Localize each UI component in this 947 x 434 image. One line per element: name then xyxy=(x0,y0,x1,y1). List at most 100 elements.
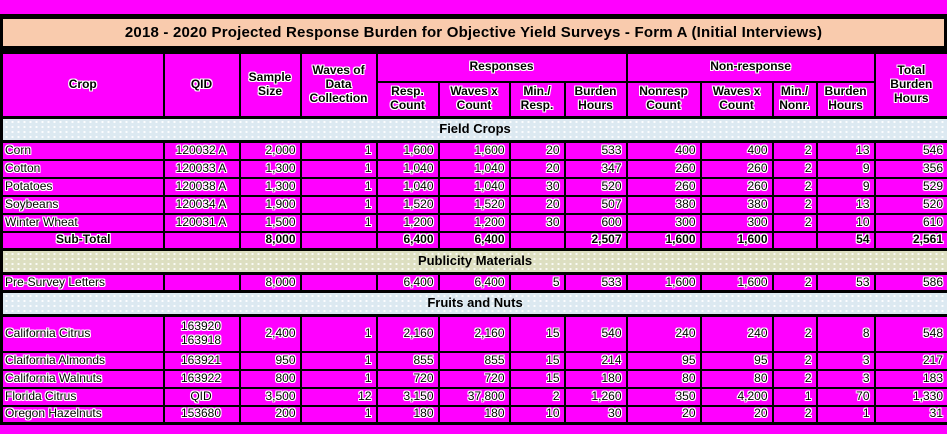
table-body: Field Crops Corn 120032 A 2,000 1 1,600 1,600 2… xyxy=(0,116,947,425)
value-cell: 120038 A xyxy=(162,176,241,197)
value-cell: 610 xyxy=(873,212,947,233)
value-cell: 1,200 xyxy=(375,212,440,233)
value-cell: 855 xyxy=(375,350,440,371)
value-cell: 1,040 xyxy=(375,176,440,197)
value-cell: 855 xyxy=(437,350,511,371)
value-cell: 347 xyxy=(563,158,628,179)
value-cell: 2 xyxy=(771,404,818,425)
value-cell: 1,300 xyxy=(238,158,302,179)
value-cell: 163922 xyxy=(162,368,241,389)
value-cell: 3 xyxy=(815,368,876,389)
value-cell xyxy=(299,230,378,251)
value-cell: 2 xyxy=(771,140,818,161)
value-cell: 1 xyxy=(299,140,378,161)
value-cell: 400 xyxy=(625,140,702,161)
value-cell: 1,600 xyxy=(625,230,702,251)
value-cell: 720 xyxy=(437,368,511,389)
value-cell: 8,000 xyxy=(238,272,302,293)
value-cell: 8 xyxy=(815,314,876,353)
table-row: Sub-Total 8,000 6,400 6,400 2,507 1,600 1,600 5… xyxy=(0,230,947,251)
value-cell: 163921 xyxy=(162,350,241,371)
value-cell: 520 xyxy=(563,176,628,197)
value-cell: 400 xyxy=(699,140,774,161)
value-cell: 1 xyxy=(299,368,378,389)
value-cell: 9 xyxy=(815,176,876,197)
section-label: Publicity Materials xyxy=(0,248,947,275)
value-cell: 240 xyxy=(699,314,774,353)
value-cell: 1,200 xyxy=(437,212,511,233)
table-row: Soybeans 120034 A 1,900 1 1,520 1,520 20 507 380… xyxy=(0,194,947,215)
value-cell: 507 xyxy=(563,194,628,215)
value-cell: 533 xyxy=(563,272,628,293)
value-cell: 163920 163918 xyxy=(162,314,241,353)
value-cell: 20 xyxy=(699,404,774,425)
value-cell: 2 xyxy=(771,194,818,215)
value-cell: 6,400 xyxy=(375,230,440,251)
value-cell: 1,260 xyxy=(563,386,628,407)
value-cell: 720 xyxy=(375,368,440,389)
value-cell: 540 xyxy=(563,314,628,353)
col-header-waves: Waves of Data Collection xyxy=(299,51,378,119)
value-cell: 2,561 xyxy=(873,230,947,251)
value-cell: 350 xyxy=(625,386,702,407)
section-band: Field Crops xyxy=(0,116,947,143)
value-cell: 1 xyxy=(815,404,876,425)
col-header-sample-size: Sample Size xyxy=(238,51,302,119)
col-header-resp-count: Resp. Count xyxy=(375,80,440,119)
value-cell: 37,800 xyxy=(437,386,511,407)
crop-cell: Cotton xyxy=(0,158,165,179)
value-cell: 533 xyxy=(563,140,628,161)
value-cell: 10 xyxy=(508,404,566,425)
value-cell: 20 xyxy=(625,404,702,425)
value-cell: 54 xyxy=(815,230,876,251)
value-cell: 5 xyxy=(508,272,566,293)
value-cell: 1,040 xyxy=(437,158,511,179)
table-row: Corn 120032 A 2,000 1 1,600 1,600 20 533 400 400 2… xyxy=(0,140,947,161)
value-cell: 2,160 xyxy=(437,314,511,353)
value-cell: 2 xyxy=(771,158,818,179)
value-cell: 1 xyxy=(299,314,378,353)
value-cell: 70 xyxy=(815,386,876,407)
value-cell: 120033 A xyxy=(162,158,241,179)
value-cell: 180 xyxy=(563,368,628,389)
crop-cell: Winter Wheat xyxy=(0,212,165,233)
value-cell: 30 xyxy=(508,176,566,197)
value-cell: 1,040 xyxy=(375,158,440,179)
value-cell: 153680 xyxy=(162,404,241,425)
value-cell: 10 xyxy=(815,212,876,233)
value-cell: 260 xyxy=(699,176,774,197)
value-cell: 20 xyxy=(508,194,566,215)
crop-cell: Florida Citrus xyxy=(0,386,165,407)
value-cell: 6,400 xyxy=(437,272,511,293)
value-cell: 15 xyxy=(508,368,566,389)
group-header-nonresponse: Non-response xyxy=(625,51,876,83)
table-row: Potatoes 120038 A 1,300 1 1,040 1,040 30 520 260… xyxy=(0,176,947,197)
value-cell: 529 xyxy=(873,176,947,197)
value-cell: 13 xyxy=(815,140,876,161)
crop-cell: California Walnuts xyxy=(0,368,165,389)
value-cell: 2,000 xyxy=(238,140,302,161)
value-cell: 30 xyxy=(508,212,566,233)
section-label: Fruits and Nuts xyxy=(0,290,947,317)
value-cell: 6,400 xyxy=(375,272,440,293)
section-band: Fruits and Nuts xyxy=(0,290,947,317)
value-cell: 2,400 xyxy=(238,314,302,353)
value-cell: 8,000 xyxy=(238,230,302,251)
table-header: Crop QID Sample Size Waves of Data Colle… xyxy=(0,51,947,119)
value-cell xyxy=(771,230,818,251)
crop-cell: Corn xyxy=(0,140,165,161)
col-header-total-burden: Total Burden Hours xyxy=(873,51,947,119)
table-row: Claifornia Almonds 163921 950 1 855 855 15 214 9… xyxy=(0,350,947,371)
table-row: California Walnuts 163922 800 1 720 720 15 180 8… xyxy=(0,368,947,389)
col-header-nonresp-count: Nonresp Count xyxy=(625,80,702,119)
value-cell: 2 xyxy=(508,386,566,407)
value-cell: 6,400 xyxy=(437,230,511,251)
value-cell: 356 xyxy=(873,158,947,179)
value-cell: 95 xyxy=(625,350,702,371)
value-cell: 4,200 xyxy=(699,386,774,407)
value-cell: 180 xyxy=(437,404,511,425)
value-cell: 546 xyxy=(873,140,947,161)
value-cell: 1 xyxy=(299,212,378,233)
value-cell xyxy=(162,230,241,251)
